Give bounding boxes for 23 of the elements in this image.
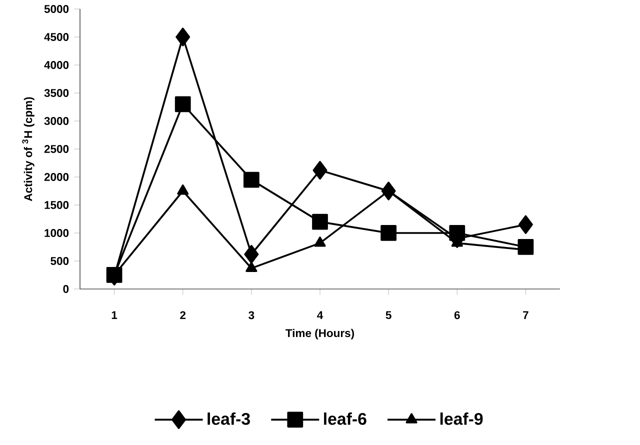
y-tick-label: 1500: [44, 201, 69, 209]
x-tick-label: 1: [112, 311, 118, 319]
y-tick-label: 1000: [44, 229, 69, 237]
y-tick-label: 2500: [44, 145, 69, 153]
legend-label: leaf-6: [324, 412, 366, 425]
y-tick-label: 0: [63, 285, 69, 293]
legend-label: leaf-3: [208, 412, 250, 425]
x-tick-label: 2: [180, 311, 186, 320]
y-tick-label: 5000: [44, 5, 69, 13]
x-axis-title: Time (Hours): [286, 328, 354, 340]
y-tick-label: 4000: [44, 61, 69, 69]
y-tick-label: 500: [50, 257, 69, 265]
x-tick-label: 3: [248, 311, 254, 320]
y-axis-title: Activity of $^{3}$H (cpm): [22, 97, 34, 202]
x-tick-label: 5: [386, 311, 392, 320]
x-tick-label: 6: [454, 311, 460, 320]
y-tick-label: 3500: [44, 89, 69, 97]
x-tick-label: 4: [317, 311, 324, 319]
y-tick-label: 3000: [44, 117, 69, 125]
y-tick-label: 4500: [44, 33, 69, 41]
legend-label: leaf-9: [440, 412, 483, 425]
y-tick-label: 2000: [44, 173, 69, 181]
x-tick-label: 7: [523, 311, 528, 319]
